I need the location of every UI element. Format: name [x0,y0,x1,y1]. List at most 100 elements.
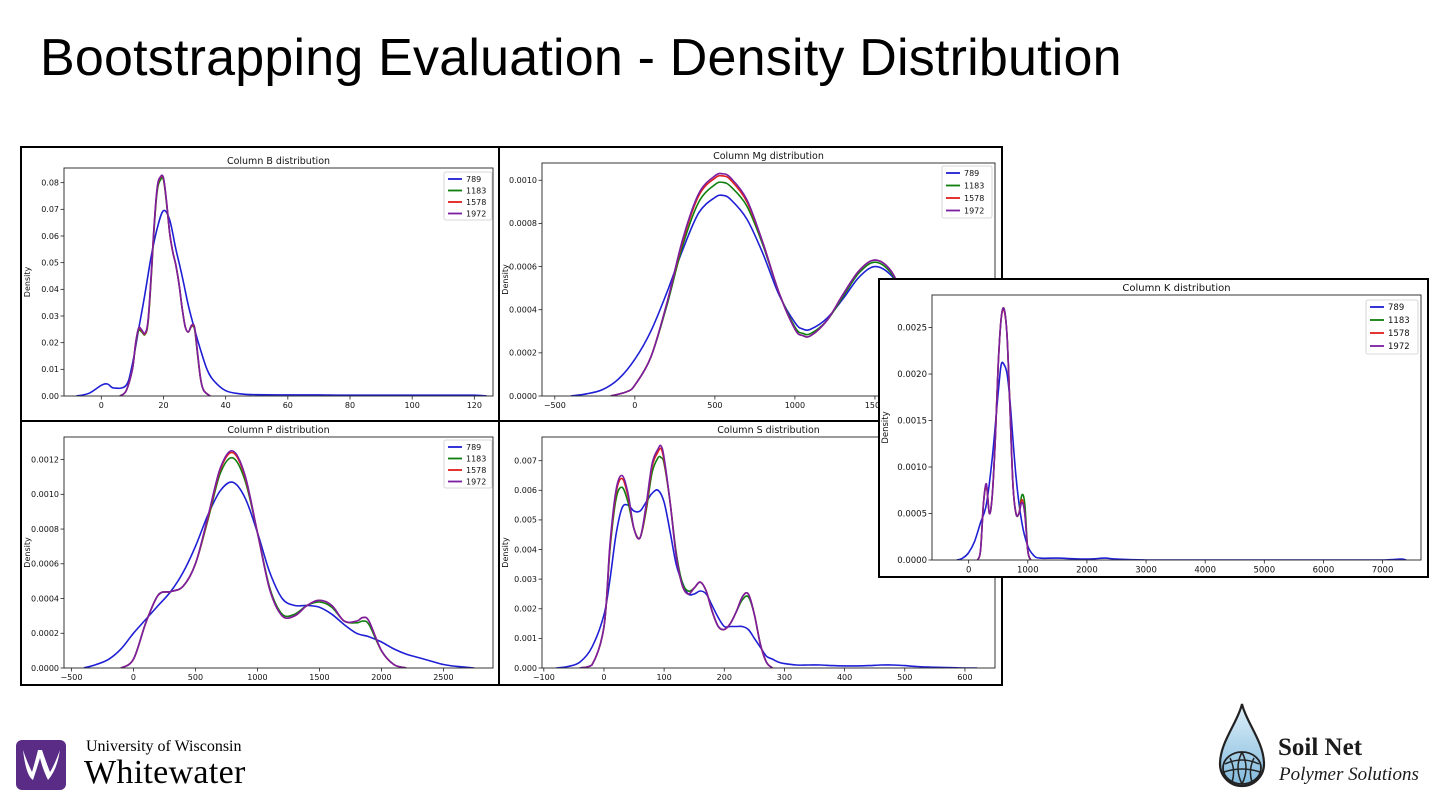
x-tick-label: 0 [632,401,637,410]
series-line-1578 [976,308,1032,560]
plot-frame [63,167,494,397]
legend-label: 789 [1388,303,1404,313]
legend-label: 789 [964,169,979,178]
x-tick-label: 2500 [433,673,453,682]
series-group [956,306,1407,560]
y-tick-label: 0.04 [41,285,59,294]
soilnet-name: Soil Net [1278,734,1363,761]
chart-panel-k: Column K distribution Density 0 1000 2000 300… [878,278,1429,578]
x-tick-label: −500 [544,401,566,410]
series-group [555,444,977,668]
y-tick-label: 0.0004 [31,594,59,603]
legend-label: 1972 [466,477,486,486]
uww-university-text: University of Wisconsin [86,738,242,755]
x-tick-label: 2000 [1076,566,1098,576]
y-tick-label: 0.0012 [31,455,59,464]
legend-label: 1972 [1388,342,1410,352]
soilnet-tagline: Polymer Solutions [1279,764,1419,785]
y-tick-label: 0.0008 [509,219,537,228]
legend-label: 1183 [964,181,984,190]
x-tick-label: 7000 [1372,566,1394,576]
y-tick-label: 0.0008 [31,525,59,534]
legend-box [1365,299,1419,355]
series-line-1972 [976,306,1032,560]
x-tick-label: 0 [601,673,606,682]
chart-title: Column B distribution [227,156,330,167]
chart-title: Column P distribution [227,425,329,436]
legend-label: 1183 [466,454,486,463]
y-tick-label: 0.07 [41,205,59,214]
y-tick-label: 0.03 [41,312,59,321]
y-tick-label: 0.001 [514,634,537,643]
y-tick-label: 0.0020 [897,370,927,380]
plot-frame [63,436,494,669]
y-tick-label: 0.0025 [897,324,927,334]
x-tick-label: 40 [221,401,231,410]
uww-w-mark-icon [16,740,66,790]
chart-title: Column Mg distribution [713,151,824,162]
x-tick-label: 60 [283,401,293,410]
x-tick-label: 1500 [309,673,329,682]
x-tick-label: 500 [897,673,912,682]
x-tick-label: 500 [188,673,203,682]
series-line-1972 [579,444,773,668]
series-line-1972 [119,174,211,396]
x-tick-label: −500 [60,673,82,682]
y-tick-label: 0.02 [41,338,59,347]
y-tick-label: 0.0010 [31,490,59,499]
y-tick-label: 0.0010 [897,463,927,473]
y-axis-label: Density [23,537,32,568]
series-line-789 [76,209,487,396]
y-tick-label: 0.0002 [31,629,59,638]
soilnet-logo: Soil Net Polymer Solutions [1212,700,1437,800]
x-tick-label: 120 [467,401,482,410]
chart-title: Column S distribution [717,425,820,436]
x-tick-label: 300 [777,673,792,682]
y-tick-label: 0.003 [514,575,537,584]
series-line-789 [83,481,475,668]
legend-label: 789 [466,443,481,452]
chart-p-svg: Column P distribution Density −500 0 500 1000… [23,425,494,682]
uww-campus-text: Whitewater [84,754,246,791]
y-tick-label: 0.005 [514,516,537,525]
legend-label: 1183 [1388,316,1410,326]
x-tick-label: 100 [405,401,420,410]
x-tick-label: 200 [717,673,732,682]
y-tick-label: 0.0006 [509,262,537,271]
x-tick-label: 80 [345,401,355,410]
y-axis-label: Density [881,411,891,443]
x-tick-label: 5000 [1253,566,1275,576]
legend-box [443,439,493,489]
x-tick-label: 500 [707,401,722,410]
y-tick-label: 0.0005 [897,509,927,519]
slide-title: Bootstrapping Evaluation - Density Distr… [40,29,1122,87]
x-tick-label: 6000 [1313,566,1335,576]
chart-k-svg: Column K distribution Density 0 1000 2000 300… [881,283,1422,576]
x-tick-label: 1000 [1017,566,1039,576]
x-tick-label: 1000 [247,673,267,682]
x-tick-label: 0 [966,566,971,576]
y-tick-label: 0.002 [514,605,537,614]
y-tick-label: 0.0000 [31,664,59,673]
legend-label: 1578 [466,466,486,475]
legend-box [941,165,993,219]
x-tick-label: 100 [656,673,671,682]
legend-label: 789 [466,175,481,184]
chart-panel-p: Column P distribution Density −500 0 500 1000… [20,420,501,686]
y-tick-label: 0.0000 [509,392,537,401]
chart-panel-b: Column B distribution Density 0 20 40 60 80 100… [20,146,501,422]
legend-box [443,171,493,221]
legend-label: 1578 [1388,329,1410,339]
y-tick-label: 0.0004 [509,306,537,315]
legend-label: 1972 [466,209,486,218]
y-tick-label: 0.000 [514,664,537,673]
series-line-1972 [120,450,407,668]
legend-label: 1972 [964,206,984,215]
y-tick-label: 0.0002 [509,349,537,358]
y-tick-label: 0.05 [41,258,59,267]
legend-label: 1578 [964,194,984,203]
x-tick-label: 3000 [1135,566,1157,576]
x-tick-label: 600 [957,673,972,682]
water-drop-globe-icon [1218,703,1266,788]
y-tick-label: 0.004 [514,545,537,554]
